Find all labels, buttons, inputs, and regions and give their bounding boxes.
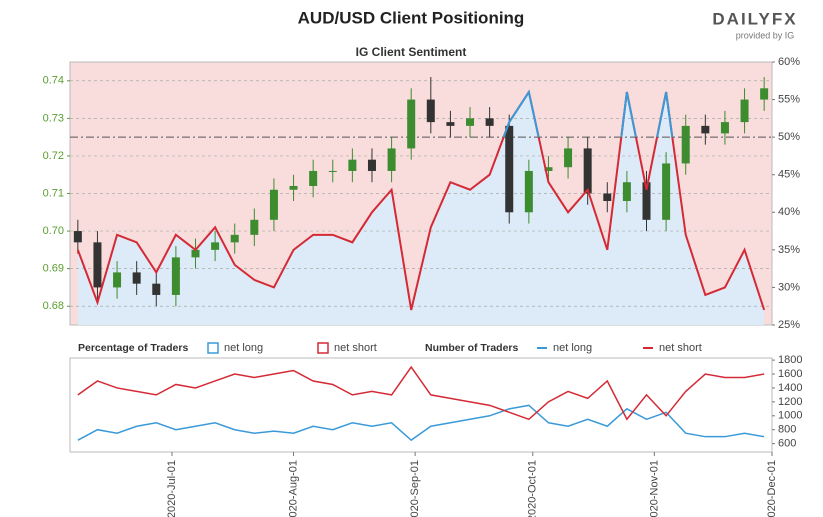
legend-swatch bbox=[317, 342, 329, 354]
candle-body bbox=[662, 163, 671, 220]
candle-body bbox=[760, 88, 769, 100]
legend-title: Percentage of Traders bbox=[78, 342, 188, 354]
candle-body bbox=[564, 148, 573, 168]
legend-swatch bbox=[207, 342, 219, 354]
y-tick-label: 0.71 bbox=[43, 187, 64, 199]
candle-body bbox=[348, 159, 357, 171]
y2-tick-label: 60% bbox=[778, 56, 800, 68]
legend-title: Number of Traders bbox=[425, 342, 519, 354]
y-tick-label: 0.69 bbox=[43, 263, 64, 275]
candle-body bbox=[309, 170, 318, 186]
legend-label: net short bbox=[659, 342, 702, 354]
candle-body bbox=[544, 167, 553, 171]
y2-tick-label: 30% bbox=[778, 281, 800, 293]
y-tick-label: 0.73 bbox=[43, 112, 64, 124]
candle-body bbox=[171, 257, 180, 295]
x-tick-label: 2020-Dec-01 bbox=[766, 460, 778, 517]
candle-body bbox=[289, 185, 298, 190]
candle-body bbox=[720, 122, 729, 134]
provider: provided by IG bbox=[736, 30, 795, 40]
candle-body bbox=[93, 242, 102, 288]
x-tick-label: 2020-Jul-01 bbox=[166, 460, 178, 517]
net-long-line bbox=[76, 89, 766, 311]
y-tick-label: 600 bbox=[778, 438, 796, 450]
candle-body bbox=[132, 272, 141, 284]
candle-body bbox=[269, 189, 278, 220]
candle-body bbox=[505, 125, 514, 213]
page-title: AUD/USD Client Positioning bbox=[298, 8, 525, 27]
y2-tick-label: 55% bbox=[778, 93, 800, 105]
y2-tick-label: 25% bbox=[778, 319, 800, 331]
y2-tick-label: 35% bbox=[778, 244, 800, 256]
y-tick-label: 1800 bbox=[778, 354, 802, 366]
net-long-area bbox=[77, 92, 765, 325]
x-tick-label: 2020-Oct-01 bbox=[527, 460, 539, 517]
y-tick-label: 1000 bbox=[778, 410, 802, 422]
candle-body bbox=[113, 272, 122, 288]
candle-body bbox=[583, 148, 592, 194]
y-tick-label: 800 bbox=[778, 424, 796, 436]
x-tick-label: 2020-Nov-01 bbox=[648, 460, 660, 517]
y-tick-label: 0.68 bbox=[43, 300, 64, 312]
x-tick-label: 2020-Aug-01 bbox=[287, 460, 299, 517]
candle-body bbox=[485, 118, 494, 126]
candle-body bbox=[230, 234, 239, 243]
candle-body bbox=[211, 242, 220, 250]
candle-body bbox=[367, 159, 376, 171]
candle-body bbox=[642, 182, 651, 220]
candle-body bbox=[524, 170, 533, 213]
trader-count-line bbox=[77, 404, 765, 442]
legend-label: net short bbox=[334, 342, 377, 354]
y-tick-label: 0.72 bbox=[43, 150, 64, 162]
candle-body bbox=[328, 170, 337, 172]
lower-plot bbox=[69, 357, 773, 453]
y2-tick-label: 50% bbox=[778, 131, 800, 143]
candle-body bbox=[603, 193, 612, 202]
candle-body bbox=[701, 125, 710, 134]
candle-body bbox=[426, 99, 435, 123]
candle-body bbox=[73, 231, 82, 243]
y2-tick-label: 40% bbox=[778, 206, 800, 218]
legend-label: net long bbox=[553, 342, 592, 354]
chart-title: IG Client Sentiment bbox=[356, 45, 467, 59]
candle-body bbox=[740, 99, 749, 123]
x-tick-label: 2020-Sep-01 bbox=[409, 460, 421, 517]
candle-body bbox=[446, 122, 455, 126]
trader-count-line bbox=[77, 365, 765, 421]
candle-body bbox=[152, 283, 161, 295]
candle-body bbox=[681, 125, 690, 164]
y-tick-label: 0.74 bbox=[43, 75, 64, 87]
brand: DAILYFX bbox=[712, 9, 797, 28]
y-tick-label: 1400 bbox=[778, 382, 802, 394]
y-tick-label: 1600 bbox=[778, 368, 802, 380]
candle-body bbox=[466, 118, 475, 126]
candle-body bbox=[622, 182, 631, 202]
candle-body bbox=[250, 219, 259, 235]
candle-body bbox=[407, 99, 416, 149]
y2-tick-label: 45% bbox=[778, 169, 800, 181]
y-tick-label: 1200 bbox=[778, 396, 802, 408]
candle-body bbox=[191, 249, 200, 258]
y-tick-label: 0.70 bbox=[43, 225, 64, 237]
legend-label: net long bbox=[224, 342, 263, 354]
candle-body bbox=[387, 148, 396, 171]
